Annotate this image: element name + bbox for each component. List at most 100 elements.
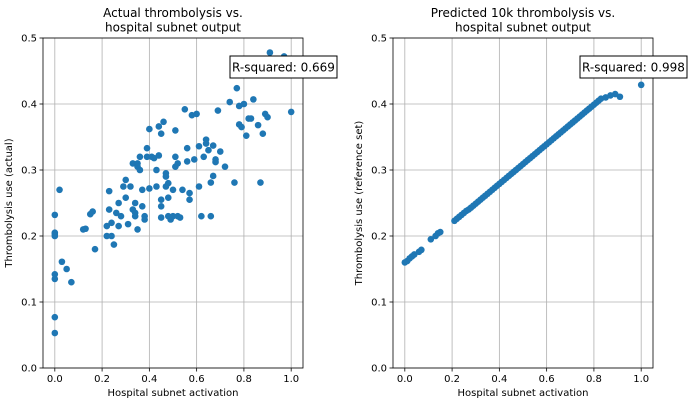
data-point	[143, 144, 151, 152]
data-point	[214, 107, 222, 114]
data-point	[226, 98, 234, 106]
data-point	[56, 186, 63, 194]
annotation-box	[229, 55, 338, 79]
data-point	[193, 110, 200, 118]
y-tick-label: 0.1	[371, 298, 387, 309]
chart-title-line: Actual thrombolysis vs.	[103, 6, 243, 20]
data-point	[200, 153, 208, 161]
data-point	[108, 219, 115, 227]
data-point	[186, 189, 193, 197]
data-point	[146, 125, 153, 133]
y-tick-label: 0.0	[21, 364, 37, 375]
x-tick-label: 0.0	[47, 374, 63, 385]
chart-title-line: hospital subnet output	[105, 21, 241, 35]
x-tick-label: 0.0	[397, 374, 413, 385]
data-point	[157, 203, 165, 210]
data-point	[131, 212, 139, 220]
data-point	[143, 153, 151, 161]
x-tick-label: 0.4	[141, 374, 157, 385]
data-point	[195, 142, 203, 150]
data-point	[259, 130, 267, 137]
data-point	[108, 232, 115, 240]
data-point	[436, 228, 444, 236]
data-point	[138, 203, 146, 210]
data-point	[105, 187, 113, 195]
data-point	[183, 144, 191, 152]
data-point	[91, 245, 99, 253]
data-point	[254, 121, 262, 129]
data-point	[157, 196, 165, 203]
data-point	[122, 176, 130, 184]
annotation-box	[579, 55, 688, 79]
data-point	[209, 172, 217, 180]
data-point	[51, 275, 59, 283]
data-point	[181, 105, 189, 113]
data-point	[153, 183, 160, 190]
data-point	[209, 142, 217, 149]
data-point	[157, 214, 165, 221]
y-tick-label: 0.2	[21, 232, 37, 243]
data-point	[131, 199, 139, 207]
r-squared-annotation: R-squared: 0.669	[232, 61, 335, 75]
data-point	[117, 212, 125, 220]
data-point	[103, 232, 111, 240]
data-point	[240, 100, 248, 108]
data-point	[202, 140, 210, 147]
data-point	[82, 225, 89, 233]
x-tick-label: 0.8	[586, 374, 602, 385]
data-point	[179, 186, 186, 194]
chart-panel-2: 0.0 0.2 0.4 0.6 0.8 1.0 0.0 0.1 0.2 0.3 0.4 0.5 Pred…	[354, 6, 688, 399]
data-point	[153, 166, 160, 174]
data-point	[172, 127, 179, 134]
data-point	[120, 183, 127, 190]
data-point	[51, 211, 59, 219]
data-point	[115, 199, 122, 207]
data-point	[51, 270, 59, 278]
data-point	[160, 118, 167, 126]
data-point	[169, 212, 177, 220]
data-point	[112, 209, 120, 217]
data-point	[207, 179, 215, 186]
data-point	[51, 313, 59, 321]
data-point	[616, 93, 624, 101]
data-point	[257, 179, 264, 186]
data-point	[174, 160, 182, 167]
x-tick-label: 0.6	[189, 374, 205, 385]
data-point	[141, 216, 148, 223]
data-point	[418, 246, 425, 254]
data-point	[231, 179, 238, 186]
data-point	[136, 166, 144, 174]
data-point	[266, 49, 274, 56]
data-point	[250, 96, 257, 103]
data-point	[146, 185, 153, 192]
data-point	[129, 160, 137, 167]
x-tick-label: 0.2	[94, 374, 110, 385]
data-point	[63, 265, 70, 273]
data-point	[110, 241, 118, 248]
x-tick-label: 0.2	[444, 374, 460, 385]
data-point	[138, 186, 146, 194]
data-point	[176, 214, 184, 221]
chart-panel-1: 0.0 0.2 0.4 0.6 0.8 1.0 0.0 0.1 0.2 0.3 0.4 0.5 Actu…	[4, 6, 338, 399]
data-point	[51, 329, 59, 337]
y-tick-label: 0.1	[21, 298, 37, 309]
data-point	[68, 278, 75, 286]
data-point	[169, 186, 177, 194]
data-point	[186, 196, 193, 203]
data-point	[195, 183, 203, 190]
y-tick-label: 0.4	[21, 100, 37, 111]
data-point	[183, 158, 191, 165]
data-point	[212, 158, 219, 166]
data-point	[115, 222, 122, 230]
data-point	[216, 148, 224, 155]
x-axis-label: Hospital subnet activation	[458, 388, 589, 399]
y-axis-label: Thrombolysis use (reference set)	[354, 121, 365, 287]
y-tick-label: 0.0	[371, 364, 387, 375]
data-point	[105, 206, 113, 213]
data-point	[134, 226, 141, 233]
y-axis-label: Thrombolysis use (actual)	[4, 138, 15, 268]
data-point	[238, 123, 245, 131]
r-squared-annotation: R-squared: 0.998	[582, 61, 685, 75]
